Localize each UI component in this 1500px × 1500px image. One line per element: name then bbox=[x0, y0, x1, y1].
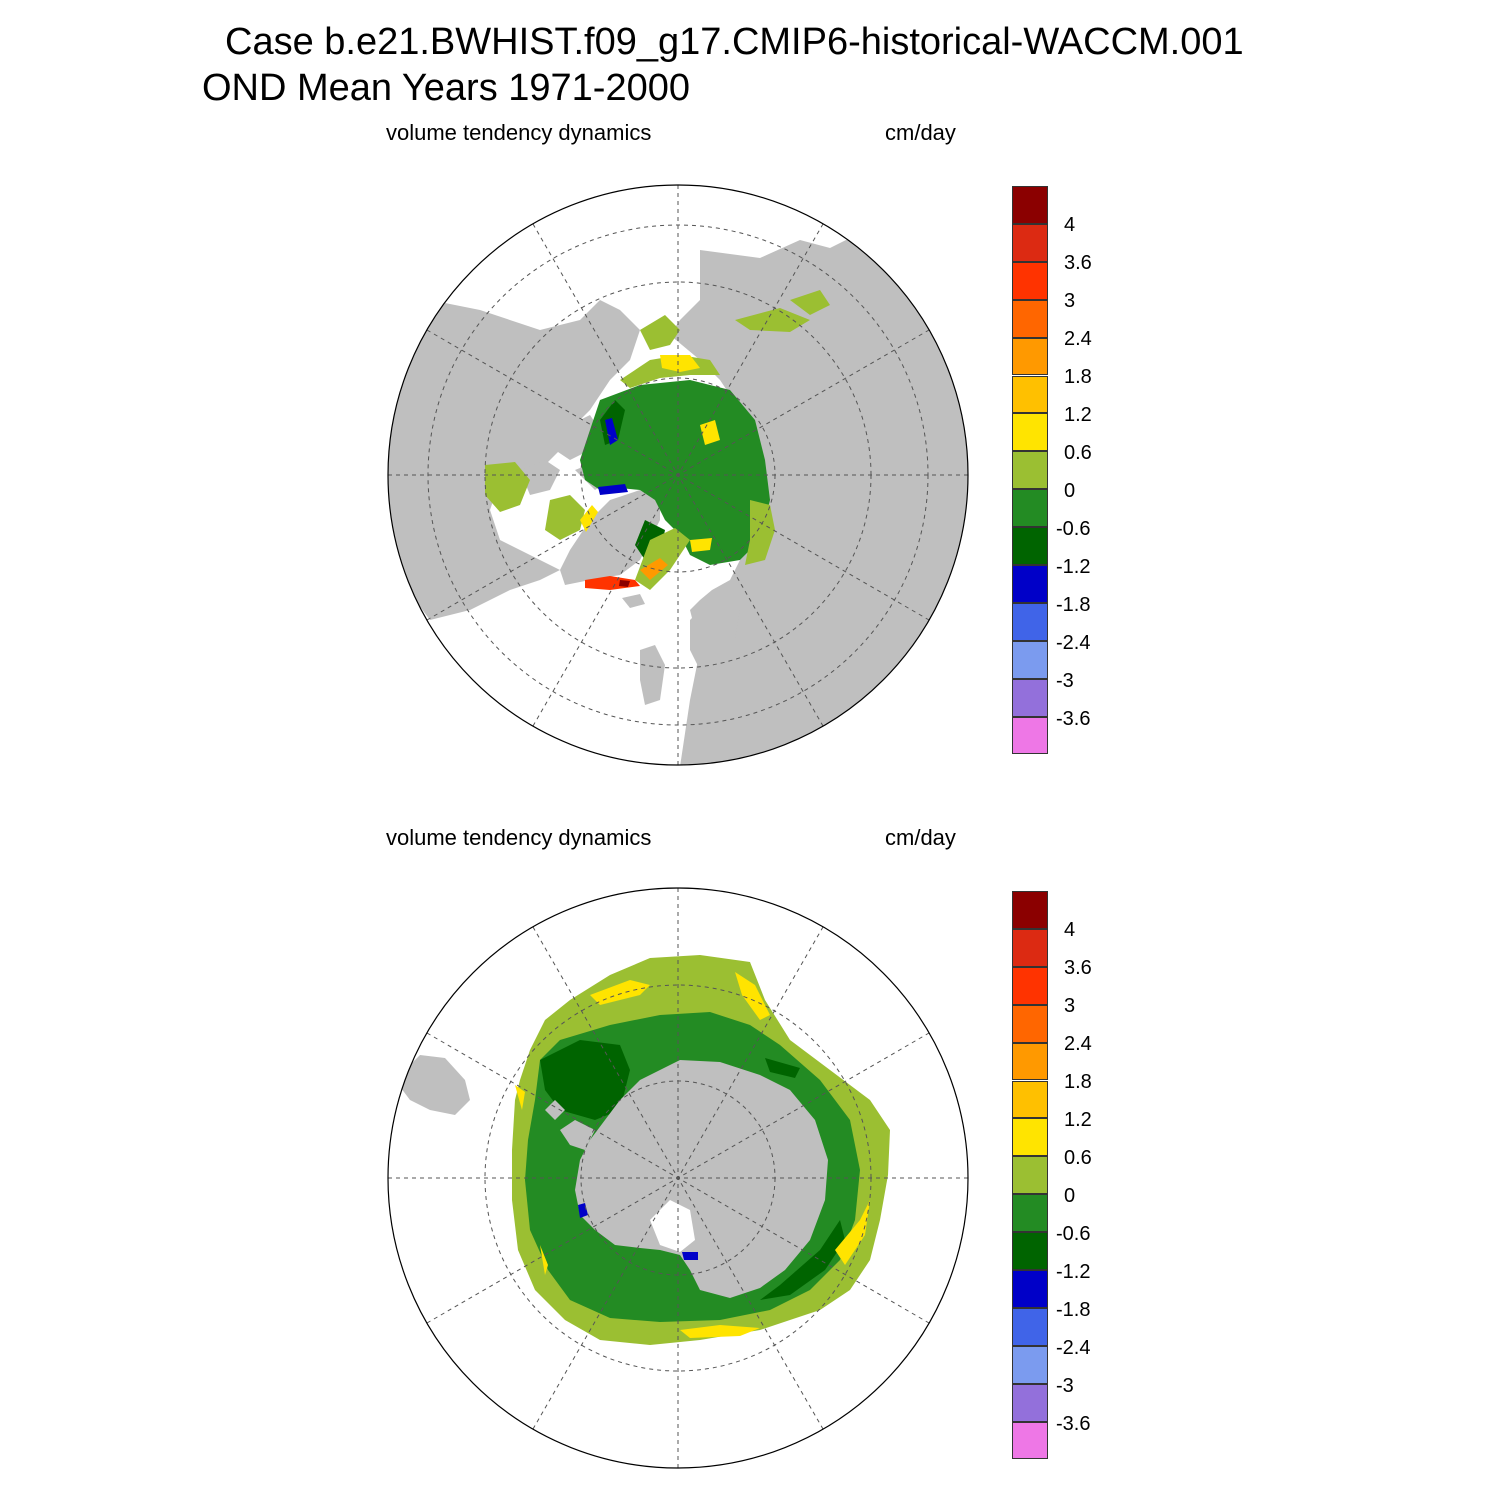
south-ice-negative-blue bbox=[578, 1203, 698, 1260]
south-land-south-america bbox=[395, 1055, 470, 1115]
figure-title-line2: OND Mean Years 1971-2000 bbox=[202, 67, 690, 109]
cbar-n-label-11: -2.4 bbox=[1056, 632, 1091, 654]
cbar-s-box-0 bbox=[1012, 891, 1048, 929]
cbar-s-label-0: 4 bbox=[1064, 919, 1076, 941]
cbar-s-box-12 bbox=[1012, 1345, 1048, 1384]
north-panel-right-label: cm/day bbox=[885, 120, 956, 145]
cbar-n-label-7: 0 bbox=[1064, 480, 1076, 502]
cbar-n-box-11 bbox=[1012, 602, 1048, 641]
cbar-n-box-2 bbox=[1012, 261, 1048, 300]
cbar-n-box-0 bbox=[1012, 186, 1048, 224]
north-land-greenland bbox=[560, 490, 660, 585]
south-panel-right-label: cm/day bbox=[885, 825, 956, 850]
cbar-n-label-9: -1.2 bbox=[1056, 556, 1091, 578]
cbar-n-box-5 bbox=[1012, 375, 1048, 414]
cbar-s-label-12: -3 bbox=[1056, 1375, 1074, 1397]
north-ice-baffin bbox=[545, 495, 585, 540]
north-colorbar: 4 3.6 3 2.4 1.8 1.2 0.6 0 -0.6 -1.2 -1.8… bbox=[1012, 186, 1142, 758]
cbar-n-label-2: 3 bbox=[1064, 290, 1076, 312]
cbar-s-label-8: -0.6 bbox=[1056, 1223, 1091, 1245]
cbar-n-box-3 bbox=[1012, 299, 1048, 338]
cbar-n-label-1: 3.6 bbox=[1064, 252, 1092, 274]
cbar-n-box-7 bbox=[1012, 451, 1048, 490]
cbar-s-label-2: 3 bbox=[1064, 995, 1076, 1017]
cbar-n-box-4 bbox=[1012, 337, 1048, 376]
cbar-s-box-13 bbox=[1012, 1383, 1048, 1422]
south-polar-map bbox=[387, 887, 969, 1469]
north-ice-positive-darkred bbox=[619, 580, 630, 587]
cbar-s-box-9 bbox=[1012, 1232, 1048, 1270]
cbar-s-box-5 bbox=[1012, 1080, 1048, 1119]
south-land-peninsula bbox=[545, 1100, 595, 1150]
cbar-s-box-2 bbox=[1012, 966, 1048, 1005]
cbar-n-label-8: -0.6 bbox=[1056, 518, 1091, 540]
cbar-n-label-10: -1.8 bbox=[1056, 594, 1091, 616]
cbar-s-label-13: -3.6 bbox=[1056, 1413, 1091, 1435]
south-graticule bbox=[388, 888, 968, 1468]
cbar-s-label-7: 0 bbox=[1064, 1185, 1076, 1207]
north-land-iceland bbox=[622, 594, 645, 608]
cbar-s-box-8 bbox=[1012, 1194, 1048, 1233]
cbar-s-box-7 bbox=[1012, 1156, 1048, 1195]
cbar-n-label-3: 2.4 bbox=[1064, 328, 1092, 350]
north-land-uk bbox=[640, 645, 665, 705]
north-ice-bering bbox=[640, 315, 680, 350]
cbar-s-box-1 bbox=[1012, 928, 1048, 967]
cbar-s-label-5: 1.2 bbox=[1064, 1109, 1092, 1131]
cbar-n-box-13 bbox=[1012, 678, 1048, 717]
cbar-n-box-10 bbox=[1012, 565, 1048, 603]
north-polar-map bbox=[387, 184, 969, 766]
north-land-scandinavia bbox=[690, 595, 740, 670]
north-ice-okhotsk bbox=[735, 290, 830, 332]
cbar-n-box-14 bbox=[1012, 716, 1048, 755]
cbar-s-label-10: -1.8 bbox=[1056, 1299, 1091, 1321]
north-land-north-america bbox=[388, 300, 640, 620]
cbar-s-label-4: 1.8 bbox=[1064, 1071, 1092, 1093]
south-ross-shelf bbox=[650, 1200, 695, 1252]
cbar-n-label-12: -3 bbox=[1056, 670, 1074, 692]
cbar-s-label-1: 3.6 bbox=[1064, 957, 1092, 979]
north-map-border bbox=[387, 184, 969, 766]
north-ice-central bbox=[580, 380, 770, 565]
cbar-s-label-11: -2.4 bbox=[1056, 1337, 1091, 1359]
cbar-s-box-4 bbox=[1012, 1042, 1048, 1081]
cbar-s-box-10 bbox=[1012, 1270, 1048, 1308]
south-map-border bbox=[387, 887, 969, 1469]
cbar-s-box-3 bbox=[1012, 1004, 1048, 1043]
cbar-s-label-6: 0.6 bbox=[1064, 1147, 1092, 1169]
cbar-s-label-3: 2.4 bbox=[1064, 1033, 1092, 1055]
north-ice-light-rim bbox=[620, 355, 775, 565]
north-graticule bbox=[388, 185, 968, 765]
cbar-s-box-11 bbox=[1012, 1307, 1048, 1346]
south-panel-left-label: volume tendency dynamics bbox=[386, 825, 652, 850]
south-land-antarctica bbox=[575, 1060, 828, 1298]
south-colorbar: 4 3.6 3 2.4 1.8 1.2 0.6 0 -0.6 -1.2 -1.8… bbox=[1012, 891, 1142, 1463]
cbar-n-box-6 bbox=[1012, 413, 1048, 452]
cbar-n-box-12 bbox=[1012, 640, 1048, 679]
cbar-n-label-4: 1.8 bbox=[1064, 366, 1092, 388]
cbar-s-label-9: -1.2 bbox=[1056, 1261, 1091, 1283]
north-panel-left-label: volume tendency dynamics bbox=[386, 120, 652, 145]
cbar-n-label-6: 0.6 bbox=[1064, 442, 1092, 464]
cbar-n-label-5: 1.2 bbox=[1064, 404, 1092, 426]
cbar-s-box-14 bbox=[1012, 1421, 1048, 1460]
cbar-n-box-1 bbox=[1012, 223, 1048, 262]
cbar-s-box-6 bbox=[1012, 1118, 1048, 1157]
figure-title-line1: Case b.e21.BWHIST.f09_g17.CMIP6-historic… bbox=[225, 21, 1244, 63]
cbar-n-label-13: -3.6 bbox=[1056, 708, 1091, 730]
cbar-n-label-0: 4 bbox=[1064, 214, 1076, 236]
cbar-n-box-8 bbox=[1012, 489, 1048, 528]
cbar-n-box-9 bbox=[1012, 527, 1048, 565]
